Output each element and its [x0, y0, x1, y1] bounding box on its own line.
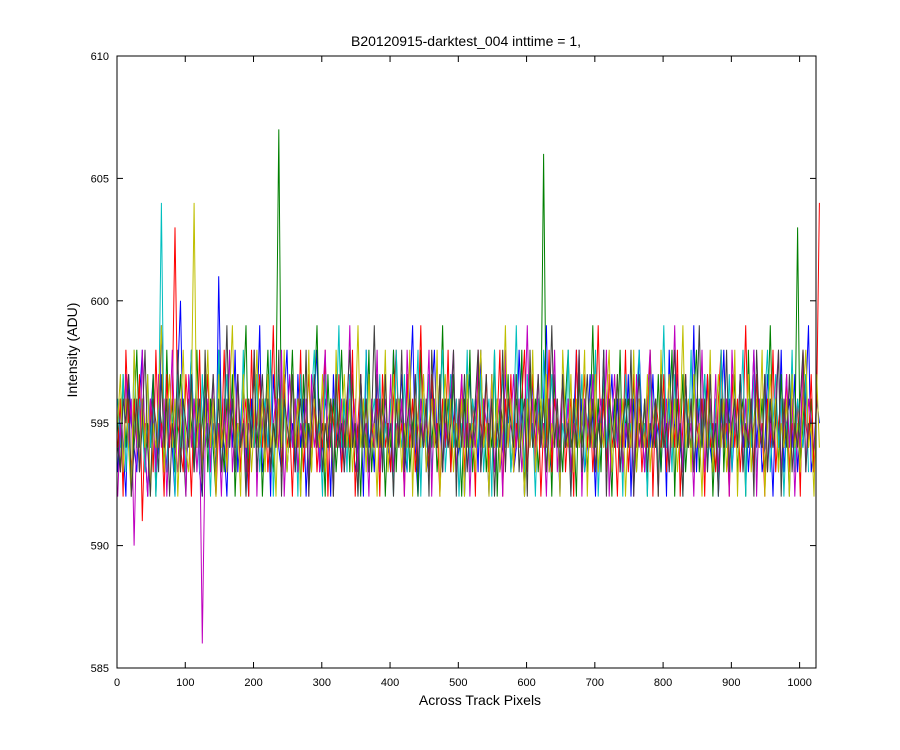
x-tick-label: 0	[114, 677, 120, 689]
x-tick-label: 900	[722, 677, 740, 689]
plot-frame	[116, 55, 817, 669]
x-tick-label: 800	[654, 677, 672, 689]
x-tick-label: 200	[244, 677, 262, 689]
y-tick-label: 610	[91, 51, 109, 63]
y-tick-label: 595	[91, 418, 109, 430]
y-axis: 585 590 595 600 605 610	[91, 51, 816, 675]
y-tick-label: 590	[91, 541, 109, 553]
x-axis: 0 100 200 300 400 500 600 700 800 900 1000	[114, 56, 812, 689]
x-tick-label: 500	[449, 677, 467, 689]
chart-title: B20120915-darktest_004 inttime = 1,	[351, 33, 581, 49]
series-line-7	[117, 325, 809, 497]
series-line-6	[117, 202, 820, 497]
y-tick-label: 600	[91, 296, 109, 308]
series-group	[117, 129, 820, 644]
y-tick-label: 585	[91, 663, 109, 675]
x-tick-label: 300	[313, 677, 331, 689]
y-tick-label: 605	[91, 173, 109, 185]
x-tick-label: 700	[586, 677, 604, 689]
y-axis-label: Intensity (ADU)	[64, 303, 80, 398]
x-axis-label: Across Track Pixels	[419, 692, 541, 708]
x-tick-label: 1000	[787, 677, 811, 689]
x-tick-label: 400	[381, 677, 399, 689]
x-tick-label: 600	[517, 677, 535, 689]
x-tick-label: 100	[176, 677, 194, 689]
